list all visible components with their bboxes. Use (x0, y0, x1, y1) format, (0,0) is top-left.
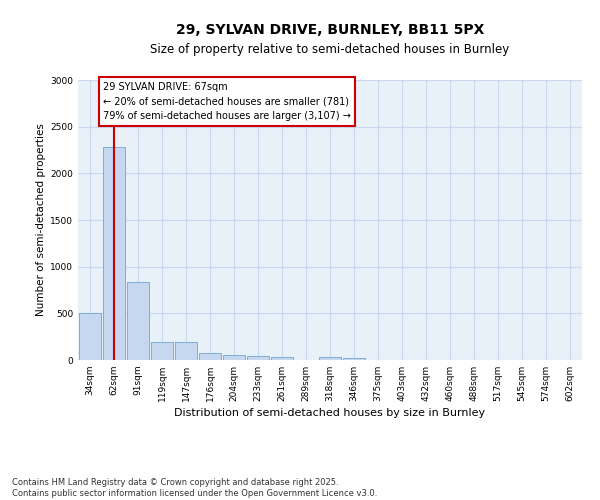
Bar (199, 352, 221, 360)
Y-axis label: Number of semi-detached properties: Number of semi-detached properties (36, 124, 46, 316)
Bar (319, 358, 341, 360)
Bar (79, 314, 101, 360)
Text: Size of property relative to semi-detached houses in Burnley: Size of property relative to semi-detach… (151, 42, 509, 56)
Bar (247, 356, 269, 360)
Bar (127, 282, 149, 360)
Text: 29, SYLVAN DRIVE, BURNLEY, BB11 5PX: 29, SYLVAN DRIVE, BURNLEY, BB11 5PX (176, 22, 484, 36)
Bar (271, 358, 293, 360)
Bar (175, 342, 197, 360)
Bar (223, 356, 245, 360)
Bar (103, 147, 125, 360)
Text: 29 SYLVAN DRIVE: 67sqm
← 20% of semi-detached houses are smaller (781)
79% of se: 29 SYLVAN DRIVE: 67sqm ← 20% of semi-det… (103, 82, 351, 122)
X-axis label: Distribution of semi-detached houses by size in Burnley: Distribution of semi-detached houses by … (175, 408, 485, 418)
Text: Contains HM Land Registry data © Crown copyright and database right 2025.
Contai: Contains HM Land Registry data © Crown c… (12, 478, 377, 498)
Bar (151, 342, 173, 360)
Bar (343, 358, 365, 360)
